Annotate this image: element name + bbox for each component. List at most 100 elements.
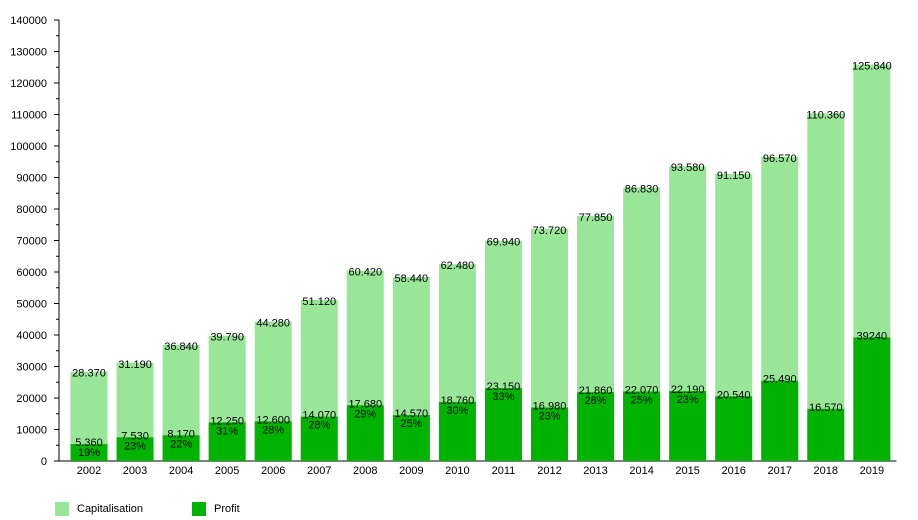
y-tick-label: 30000 [16, 362, 47, 374]
x-tick-label: 2004 [169, 465, 193, 477]
y-tick-label: 80000 [16, 204, 47, 216]
capitalisation-bar [807, 113, 845, 461]
y-tick-label: 120000 [10, 78, 47, 90]
x-tick-label: 2018 [814, 465, 838, 477]
x-tick-label: 2006 [261, 465, 285, 477]
x-tick-label: 2005 [215, 465, 239, 477]
capitalisation-value-label: 77.850 [579, 212, 613, 224]
profit-value-label: 12.250 [210, 415, 244, 427]
profit-bar [346, 405, 384, 461]
capitalisation-value-label: 60.420 [348, 267, 382, 279]
profit-value-label: 5.360 [75, 437, 103, 449]
y-tick-label: 140000 [10, 15, 47, 27]
x-tick-label: 2007 [307, 465, 331, 477]
x-tick-label: 2016 [721, 465, 745, 477]
profit-value-label: 18.760 [441, 395, 475, 407]
capitalisation-value-label: 110.360 [806, 109, 845, 121]
legend-swatch-capitalisation [55, 502, 69, 516]
profit-percent-label: 30% [446, 405, 468, 417]
y-tick-label: 110000 [11, 110, 47, 122]
capitalisation-value-label: 31.190 [118, 359, 152, 371]
capitalisation-value-label: 44.280 [256, 318, 290, 330]
profit-value-label: 22.190 [671, 384, 705, 396]
x-tick-label: 2012 [537, 465, 561, 477]
x-tick-label: 2010 [445, 465, 469, 477]
x-tick-label: 2017 [768, 465, 792, 477]
profit-bar [484, 388, 522, 461]
profit-bar [254, 421, 292, 461]
profit-bar [853, 337, 891, 461]
capitalisation-value-label: 51.120 [302, 296, 336, 308]
profit-bar [300, 416, 338, 461]
profit-value-label: 14.070 [302, 410, 336, 422]
legend-label-capitalisation: Capitalisation [77, 503, 144, 515]
x-tick-label: 2013 [583, 465, 607, 477]
legend-swatch-profit [192, 502, 206, 516]
profit-percent-label: 28% [585, 395, 607, 407]
y-tick-label: 90000 [16, 173, 47, 185]
profit-percent-label: 19% [78, 447, 100, 459]
profit-bar [623, 391, 661, 461]
y-tick-label: 40000 [16, 330, 47, 342]
profit-value-label: 39240 [857, 330, 888, 342]
y-tick-label: 100000 [10, 141, 47, 153]
capitalisation-value-label: 73.720 [533, 225, 567, 237]
profit-bar [162, 435, 200, 461]
bar-chart: 0 10000 20000 30000 40000 50000 60000 70000 8000… [10, 15, 897, 477]
capitalisation-value-label: 39.790 [210, 332, 244, 344]
profit-value-label: 16.980 [533, 401, 567, 413]
profit-bar [116, 437, 154, 461]
profit-percent-label: 29% [354, 408, 376, 420]
profit-value-label: 8.170 [167, 428, 195, 440]
x-tick-label: 2002 [77, 465, 101, 477]
profit-percent-label: 28% [308, 420, 330, 432]
capitalisation-value-label: 58.440 [395, 273, 429, 285]
x-tick-label: 2015 [675, 465, 699, 477]
profit-bar [577, 392, 615, 461]
legend-item-capitalisation: Capitalisation [55, 500, 143, 518]
profit-bar [715, 396, 753, 461]
profit-percent-label: 28% [262, 424, 284, 436]
capitalisation-value-label: 28.370 [72, 368, 106, 380]
profit-percent-label: 22% [170, 438, 192, 450]
profit-percent-label: 23% [124, 440, 146, 452]
profit-percent-label: 23% [677, 394, 699, 406]
profit-value-label: 23.150 [487, 381, 521, 393]
x-tick-label: 2011 [492, 465, 516, 477]
profit-value-label: 12.600 [256, 414, 290, 426]
capitalisation-value-label: 93.580 [671, 162, 705, 174]
y-tick-label: 0 [41, 456, 47, 468]
profit-bar [807, 408, 845, 461]
x-tick-label: 2014 [629, 465, 653, 477]
legend-item-profit: Profit [192, 500, 240, 518]
profit-value-label: 22.070 [625, 384, 659, 396]
profit-value-label: 21.860 [579, 385, 613, 397]
profit-bar [392, 415, 430, 461]
profit-percent-label: 31% [216, 425, 238, 437]
x-tick-label: 2008 [353, 465, 377, 477]
profit-value-label: 16.570 [809, 402, 843, 414]
legend-label-profit: Profit [214, 503, 240, 515]
profit-bar [669, 391, 707, 461]
profit-bar [438, 401, 476, 461]
profit-bar [531, 407, 568, 461]
y-tick-label: 50000 [16, 299, 47, 311]
profit-value-label: 14.570 [395, 408, 429, 420]
profit-percent-label: 25% [631, 394, 653, 406]
capitalisation-value-label: 125.840 [852, 61, 892, 73]
capitalisation-value-label: 96.570 [763, 153, 797, 165]
y-tick-label: 20000 [16, 393, 47, 405]
capitalisation-value-label: 86.830 [625, 183, 659, 195]
profit-percent-label: 33% [492, 391, 514, 403]
profit-value-label: 17.680 [348, 398, 382, 410]
y-tick-label: 10000 [16, 425, 47, 437]
capitalisation-value-label: 62.480 [441, 260, 475, 272]
legend: Capitalisation Profit [55, 500, 455, 518]
profit-percent-label: 25% [400, 418, 422, 430]
capitalisation-value-label: 36.840 [164, 341, 198, 353]
x-tick-label: 2003 [123, 465, 147, 477]
profit-percent-label: 23% [538, 411, 560, 423]
capitalisation-value-label: 69.940 [487, 237, 521, 249]
y-tick-label: 70000 [16, 236, 47, 248]
